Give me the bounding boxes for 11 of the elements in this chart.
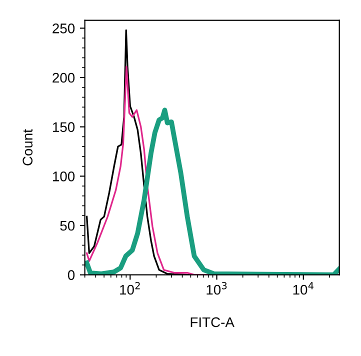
y-tick-label: 200 — [52, 72, 75, 83]
y-tick-label: 100 — [53, 172, 75, 182]
y-axis-title: Count — [22, 129, 33, 166]
y-tick-label: 50 — [60, 220, 75, 231]
x-axis-title: FITC-A — [190, 317, 234, 328]
y-tick-label: 150 — [53, 122, 75, 132]
y-tick-label: 250 — [52, 24, 75, 34]
x-tick-label: 10$^{2}$ — [120, 282, 140, 295]
y-tick-label: 0 — [68, 270, 75, 280]
x-tick-label: 10$^{3}$ — [206, 282, 227, 295]
x-tick-label: 10$^{4}$ — [293, 282, 314, 295]
